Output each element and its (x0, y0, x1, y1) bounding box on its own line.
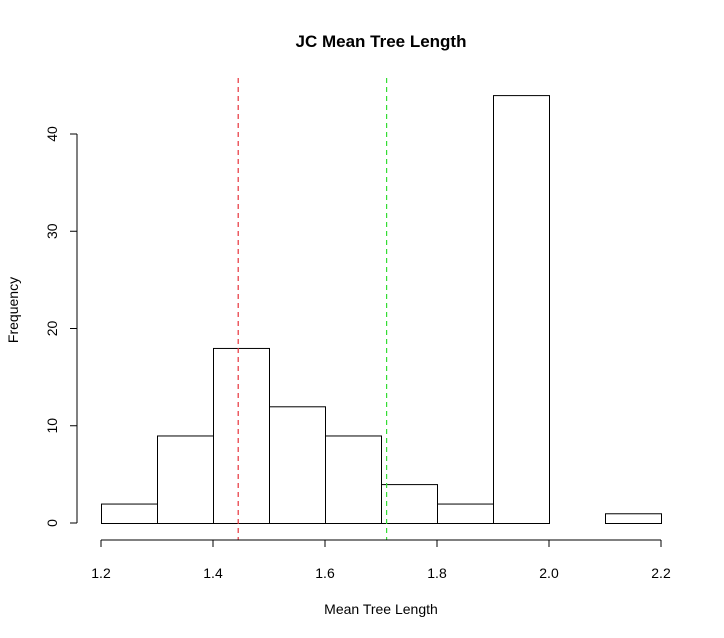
y-axis-label: Frequency (5, 277, 21, 343)
histogram-bar-6 (381, 484, 438, 525)
y-tick-label: 30 (44, 223, 60, 239)
histogram-bar-8 (493, 95, 550, 524)
histogram-bar-4 (269, 406, 326, 524)
x-tick-label: 2.0 (539, 565, 559, 581)
x-axis-label: Mean Tree Length (324, 601, 438, 617)
y-tick-label: 20 (44, 321, 60, 337)
histogram-bar-1 (101, 503, 158, 524)
histogram-bar-2 (157, 435, 214, 525)
x-tick-label: 1.6 (315, 565, 335, 581)
histogram-bar-10 (605, 513, 662, 525)
x-tick-label: 1.8 (427, 565, 447, 581)
x-tick-label: 1.4 (203, 565, 223, 581)
x-tick-label: 1.2 (91, 565, 111, 581)
chart-title: JC Mean Tree Length (296, 32, 467, 51)
y-tick-label: 10 (44, 418, 60, 434)
y-axis: 0 10 20 30 40 (44, 126, 78, 527)
y-tick-label: 0 (44, 519, 60, 527)
histogram-bar-5 (325, 435, 382, 525)
x-tick-label: 2.2 (651, 565, 671, 581)
y-tick-label: 40 (44, 126, 60, 142)
histogram-bar-3 (213, 347, 270, 525)
bars-group (101, 95, 662, 525)
histogram-bar-7 (437, 503, 494, 524)
reference-lines-group (237, 78, 388, 540)
x-axis: 1.2 1.4 1.6 1.8 2.0 2.2 (91, 539, 671, 581)
